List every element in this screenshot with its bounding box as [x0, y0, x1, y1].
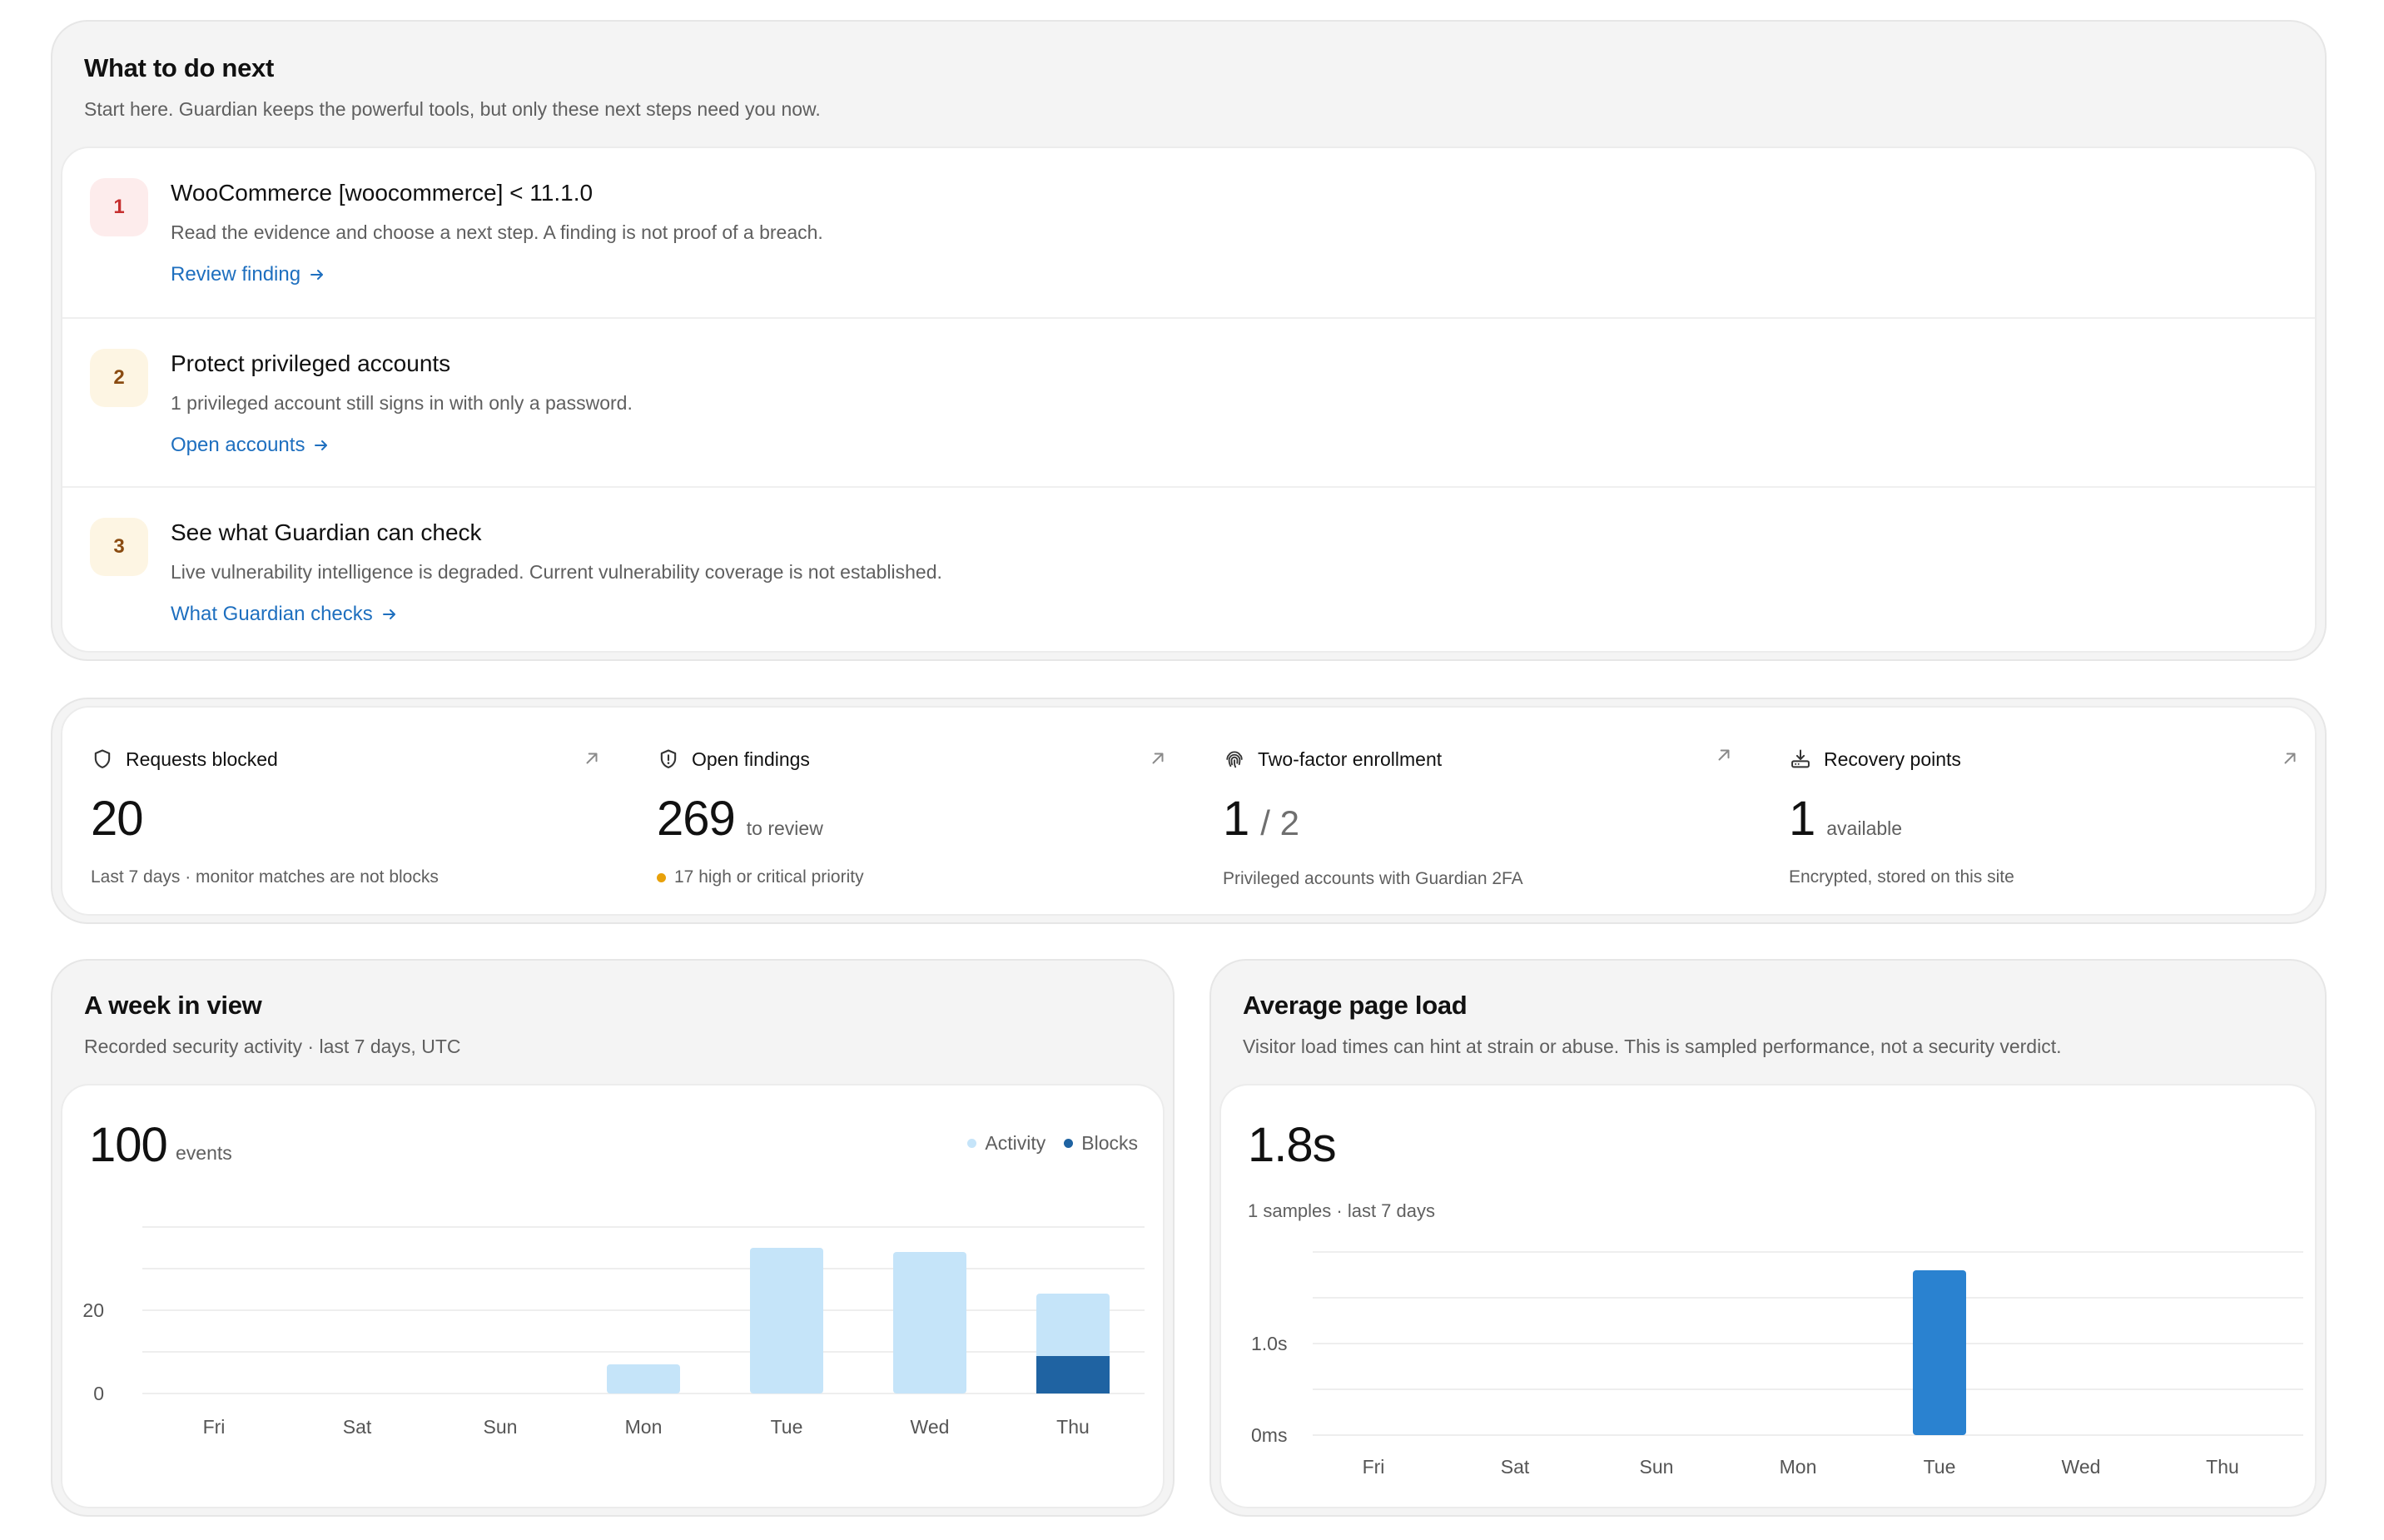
step-title: Protect privileged accounts	[171, 350, 451, 376]
x-tick-label: Tue	[771, 1416, 803, 1438]
link-label: Review finding	[171, 263, 301, 286]
what-guardian-checks-link[interactable]: What Guardian checks	[171, 603, 398, 626]
stat-value: 1	[1789, 792, 1815, 846]
step-item-3: 3 See what Guardian can check Live vulne…	[62, 486, 2315, 651]
week-total-unit: events	[176, 1142, 232, 1164]
next-steps-panel: What to do next Start here. Guardian kee…	[51, 20, 2327, 661]
y-tick-label: 0ms	[1251, 1424, 1287, 1446]
week-chart-card: 100 events Activity Blocks 0 20 Fri Sat Sun M…	[61, 1084, 1165, 1508]
week-total: 100	[89, 1118, 168, 1172]
pageload-value: 1.8s	[1248, 1118, 1337, 1172]
week-bar-chart: 0 20 Fri Sat Sun Mon Tue Wed Thu	[82, 1226, 1145, 1438]
stat-open-findings[interactable]: Open findings 269 to review 17 high or c…	[628, 708, 1194, 914]
pageload-chart-card: 1.8s 1 samples · last 7 days 0ms 1.0s Fri S…	[1219, 1084, 2317, 1508]
y-tick-label: 1.0s	[1251, 1333, 1287, 1354]
bar-activity	[750, 1248, 823, 1393]
stat-two-factor[interactable]: Two-factor enrollment 1 / 2 Privileged a…	[1194, 708, 1761, 914]
x-tick-label: Fri	[1363, 1456, 1385, 1478]
x-tick-label: Mon	[625, 1416, 663, 1438]
x-tick-label: Sat	[343, 1416, 372, 1438]
step-description: Live vulnerability intelligence is degra…	[171, 561, 942, 583]
step-number-badge: 1	[90, 178, 148, 236]
bar-activity	[893, 1252, 966, 1393]
link-label: Open accounts	[171, 434, 305, 456]
stat-label: Two-factor enrollment	[1258, 748, 1443, 770]
stat-total: / 2	[1260, 803, 1299, 842]
week-title: A week in view	[84, 991, 262, 1020]
x-tick-label: Tue	[1924, 1456, 1956, 1478]
x-tick-label: Sun	[1640, 1456, 1674, 1478]
arrow-right-icon	[382, 609, 395, 619]
stat-recovery-points[interactable]: Recovery points 1 available Encrypted, s…	[1761, 708, 2315, 914]
pageload-title: Average page load	[1243, 991, 1468, 1020]
legend-blocks: Blocks	[1064, 1132, 1138, 1155]
stat-label: Open findings	[692, 748, 810, 770]
x-tick-label: Sun	[484, 1416, 518, 1438]
stat-unit: to review	[746, 817, 823, 839]
legend-dot-icon	[1064, 1139, 1074, 1148]
step-number-badge: 3	[90, 518, 148, 576]
x-tick-label: Wed	[2062, 1456, 2101, 1478]
x-tick-label: Sat	[1501, 1456, 1530, 1478]
x-tick-label: Mon	[1780, 1456, 1817, 1478]
stat-value: 20	[91, 792, 144, 846]
step-description: 1 privileged account still signs in with…	[171, 392, 633, 414]
pageload-panel: Average page load Visitor load times can…	[1209, 959, 2327, 1517]
priority-dot-icon	[657, 872, 666, 882]
x-tick-label: Thu	[2206, 1456, 2239, 1478]
x-tick-label: Wed	[911, 1416, 950, 1438]
stat-note: Last 7 days · monitor matches are not bl…	[91, 867, 439, 887]
stat-value: 269	[657, 792, 736, 846]
pageload-bar-chart: 0ms 1.0s Fri Sat Sun Mon Tue Wed Thu	[1251, 1251, 2303, 1478]
pageload-subtitle: Visitor load times can hint at strain or…	[1243, 1036, 2062, 1057]
shield-alert-icon	[660, 749, 677, 768]
legend-activity: Activity	[967, 1132, 1045, 1155]
stat-note: Privileged accounts with Guardian 2FA	[1223, 869, 1523, 888]
step-item-1: 1 WooCommerce [woocommerce] < 11.1.0 Rea…	[62, 148, 2315, 317]
pageload-note: 1 samples · last 7 days	[1248, 1200, 1435, 1221]
shield-icon	[94, 749, 111, 768]
y-tick-label: 20	[82, 1299, 104, 1321]
stat-label: Requests blocked	[126, 748, 278, 770]
next-steps-subtitle: Start here. Guardian keeps the powerful …	[84, 98, 821, 120]
stat-label: Recovery points	[1824, 748, 1961, 770]
x-tick-label: Fri	[203, 1416, 226, 1438]
stat-value: 1	[1223, 792, 1249, 846]
open-accounts-link[interactable]: Open accounts	[171, 434, 330, 457]
bar-blocks	[1036, 1356, 1110, 1393]
stat-note: Encrypted, stored on this site	[1789, 867, 2014, 887]
fingerprint-icon	[1226, 751, 1243, 768]
step-title: WooCommerce [woocommerce] < 11.1.0	[171, 180, 594, 206]
y-tick-label: 0	[93, 1383, 104, 1404]
backup-icon	[1791, 749, 1810, 768]
external-arrow-icon[interactable]	[1715, 746, 1733, 764]
bar-activity	[607, 1364, 680, 1393]
arrow-right-icon	[315, 440, 328, 450]
x-tick-label: Thu	[1056, 1416, 1090, 1438]
step-title: See what Guardian can check	[171, 519, 482, 545]
review-finding-link[interactable]: Review finding	[171, 263, 325, 286]
stat-unit: available	[1826, 817, 1903, 839]
stat-requests-blocked[interactable]: Requests blocked 20 Last 7 days · monito…	[62, 708, 628, 914]
next-steps-title: What to do next	[84, 53, 274, 82]
step-item-2: 2 Protect privileged accounts 1 privileg…	[62, 317, 2315, 486]
week-subtitle: Recorded security activity · last 7 days…	[84, 1036, 461, 1057]
step-number-badge: 2	[90, 349, 148, 407]
legend-dot-icon	[967, 1139, 977, 1148]
stat-note: 17 high or critical priority	[674, 867, 864, 887]
week-panel: A week in view Recorded security activit…	[51, 959, 1175, 1517]
external-arrow-icon[interactable]	[2281, 749, 2299, 768]
external-arrow-icon[interactable]	[1149, 749, 1167, 768]
stats-row: Requests blocked 20 Last 7 days · monito…	[61, 706, 2317, 916]
link-label: What Guardian checks	[171, 603, 373, 625]
step-description: Read the evidence and choose a next step…	[171, 221, 823, 243]
bar-load	[1913, 1270, 1966, 1435]
external-arrow-icon[interactable]	[583, 749, 601, 768]
stats-panel: Requests blocked 20 Last 7 days · monito…	[51, 698, 2327, 924]
week-legend: Activity Blocks	[967, 1132, 1138, 1155]
arrow-right-icon	[310, 270, 324, 280]
next-steps-list: 1 WooCommerce [woocommerce] < 11.1.0 Rea…	[61, 147, 2317, 653]
